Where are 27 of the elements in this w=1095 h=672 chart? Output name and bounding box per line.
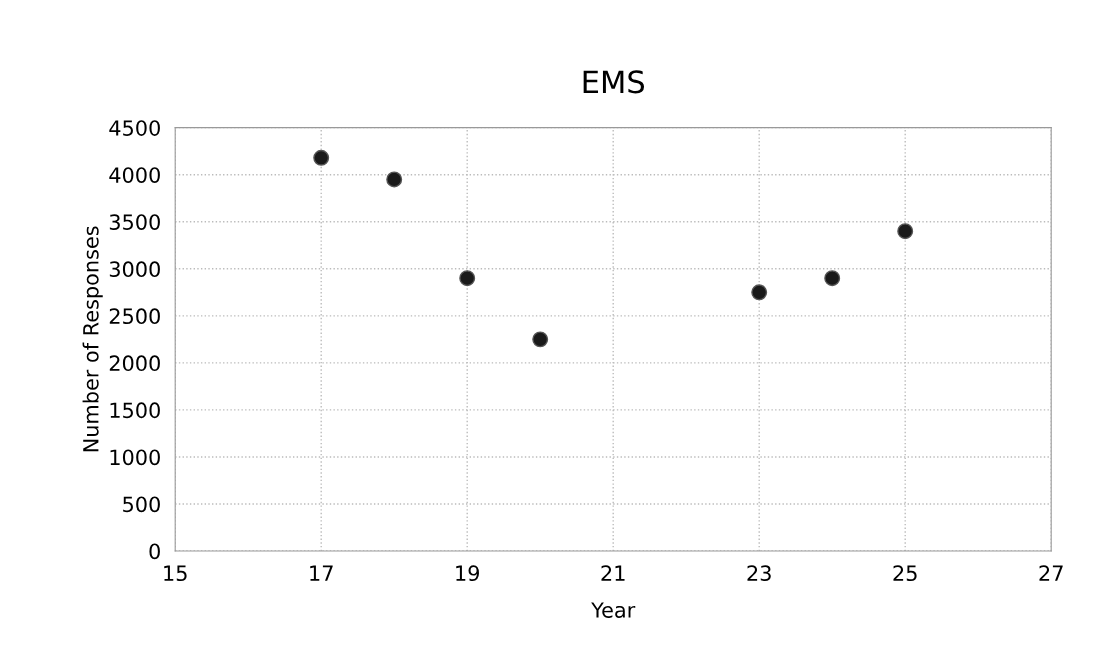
y-tick-label: 2000 (109, 355, 160, 372)
point (313, 149, 330, 166)
y-tick-label: 1000 (110, 449, 160, 466)
x-tick-label: 21 (601, 565, 625, 581)
x-tick-label: 27 (1039, 565, 1063, 581)
point (897, 223, 914, 240)
x-tick-label: 17 (310, 565, 333, 581)
x-tick-label: 15 (164, 565, 187, 582)
point (459, 270, 476, 287)
y-tick-label: 2500 (109, 308, 160, 325)
x-tick-label: 23 (747, 565, 771, 582)
y-axis-title: Number of Responses (82, 226, 103, 452)
y-tick-label: 1500 (110, 402, 160, 419)
x-tick-label: 25 (893, 565, 917, 582)
point (751, 284, 768, 301)
x-tick-label: 19 (456, 565, 479, 582)
y-tick-label: 3000 (109, 261, 160, 278)
y-tick-label: 0 (149, 543, 160, 560)
y-tick-label: 3500 (109, 214, 160, 230)
y-tick-label: 4500 (109, 120, 160, 136)
point (824, 270, 841, 287)
y-tick-label: 500 (123, 496, 160, 513)
point (386, 171, 403, 188)
y-tick-label: 4000 (109, 167, 160, 183)
point (532, 331, 549, 348)
chart-title: EMS (583, 70, 645, 94)
x-axis-title: Year (591, 602, 636, 618)
